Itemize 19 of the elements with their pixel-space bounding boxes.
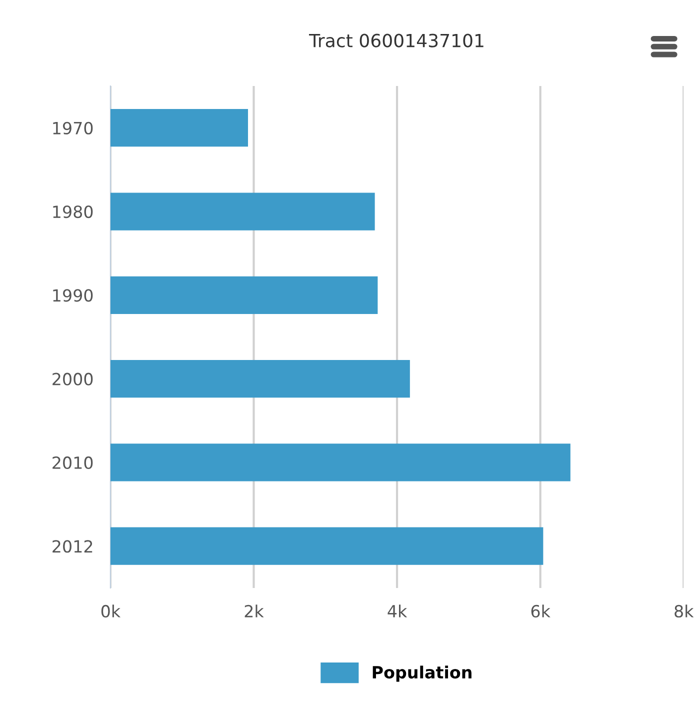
bar bbox=[110, 276, 378, 314]
bar bbox=[110, 192, 375, 230]
y-tick-label: 1970 bbox=[53, 122, 93, 134]
y-tick-label: 2012 bbox=[52, 540, 92, 553]
bar bbox=[110, 527, 544, 565]
bar bbox=[110, 109, 248, 147]
x-tick-label: 0k bbox=[101, 604, 121, 618]
y-tick-label: 2000 bbox=[52, 372, 93, 386]
x-tick-label: 8k bbox=[674, 604, 694, 618]
y-tick-label: 1990 bbox=[53, 289, 93, 302]
y-tick-label: 1980 bbox=[53, 205, 93, 218]
chart-title: Tract 06001437101 bbox=[308, 34, 484, 48]
x-tick-label: 6k bbox=[531, 604, 550, 618]
bar bbox=[110, 360, 410, 398]
x-tick-label: 2k bbox=[244, 604, 264, 618]
legend-label: Population bbox=[372, 666, 472, 682]
y-tick-label: 2010 bbox=[52, 456, 93, 470]
x-tick-label: 4k bbox=[388, 604, 408, 618]
bar bbox=[110, 444, 570, 482]
